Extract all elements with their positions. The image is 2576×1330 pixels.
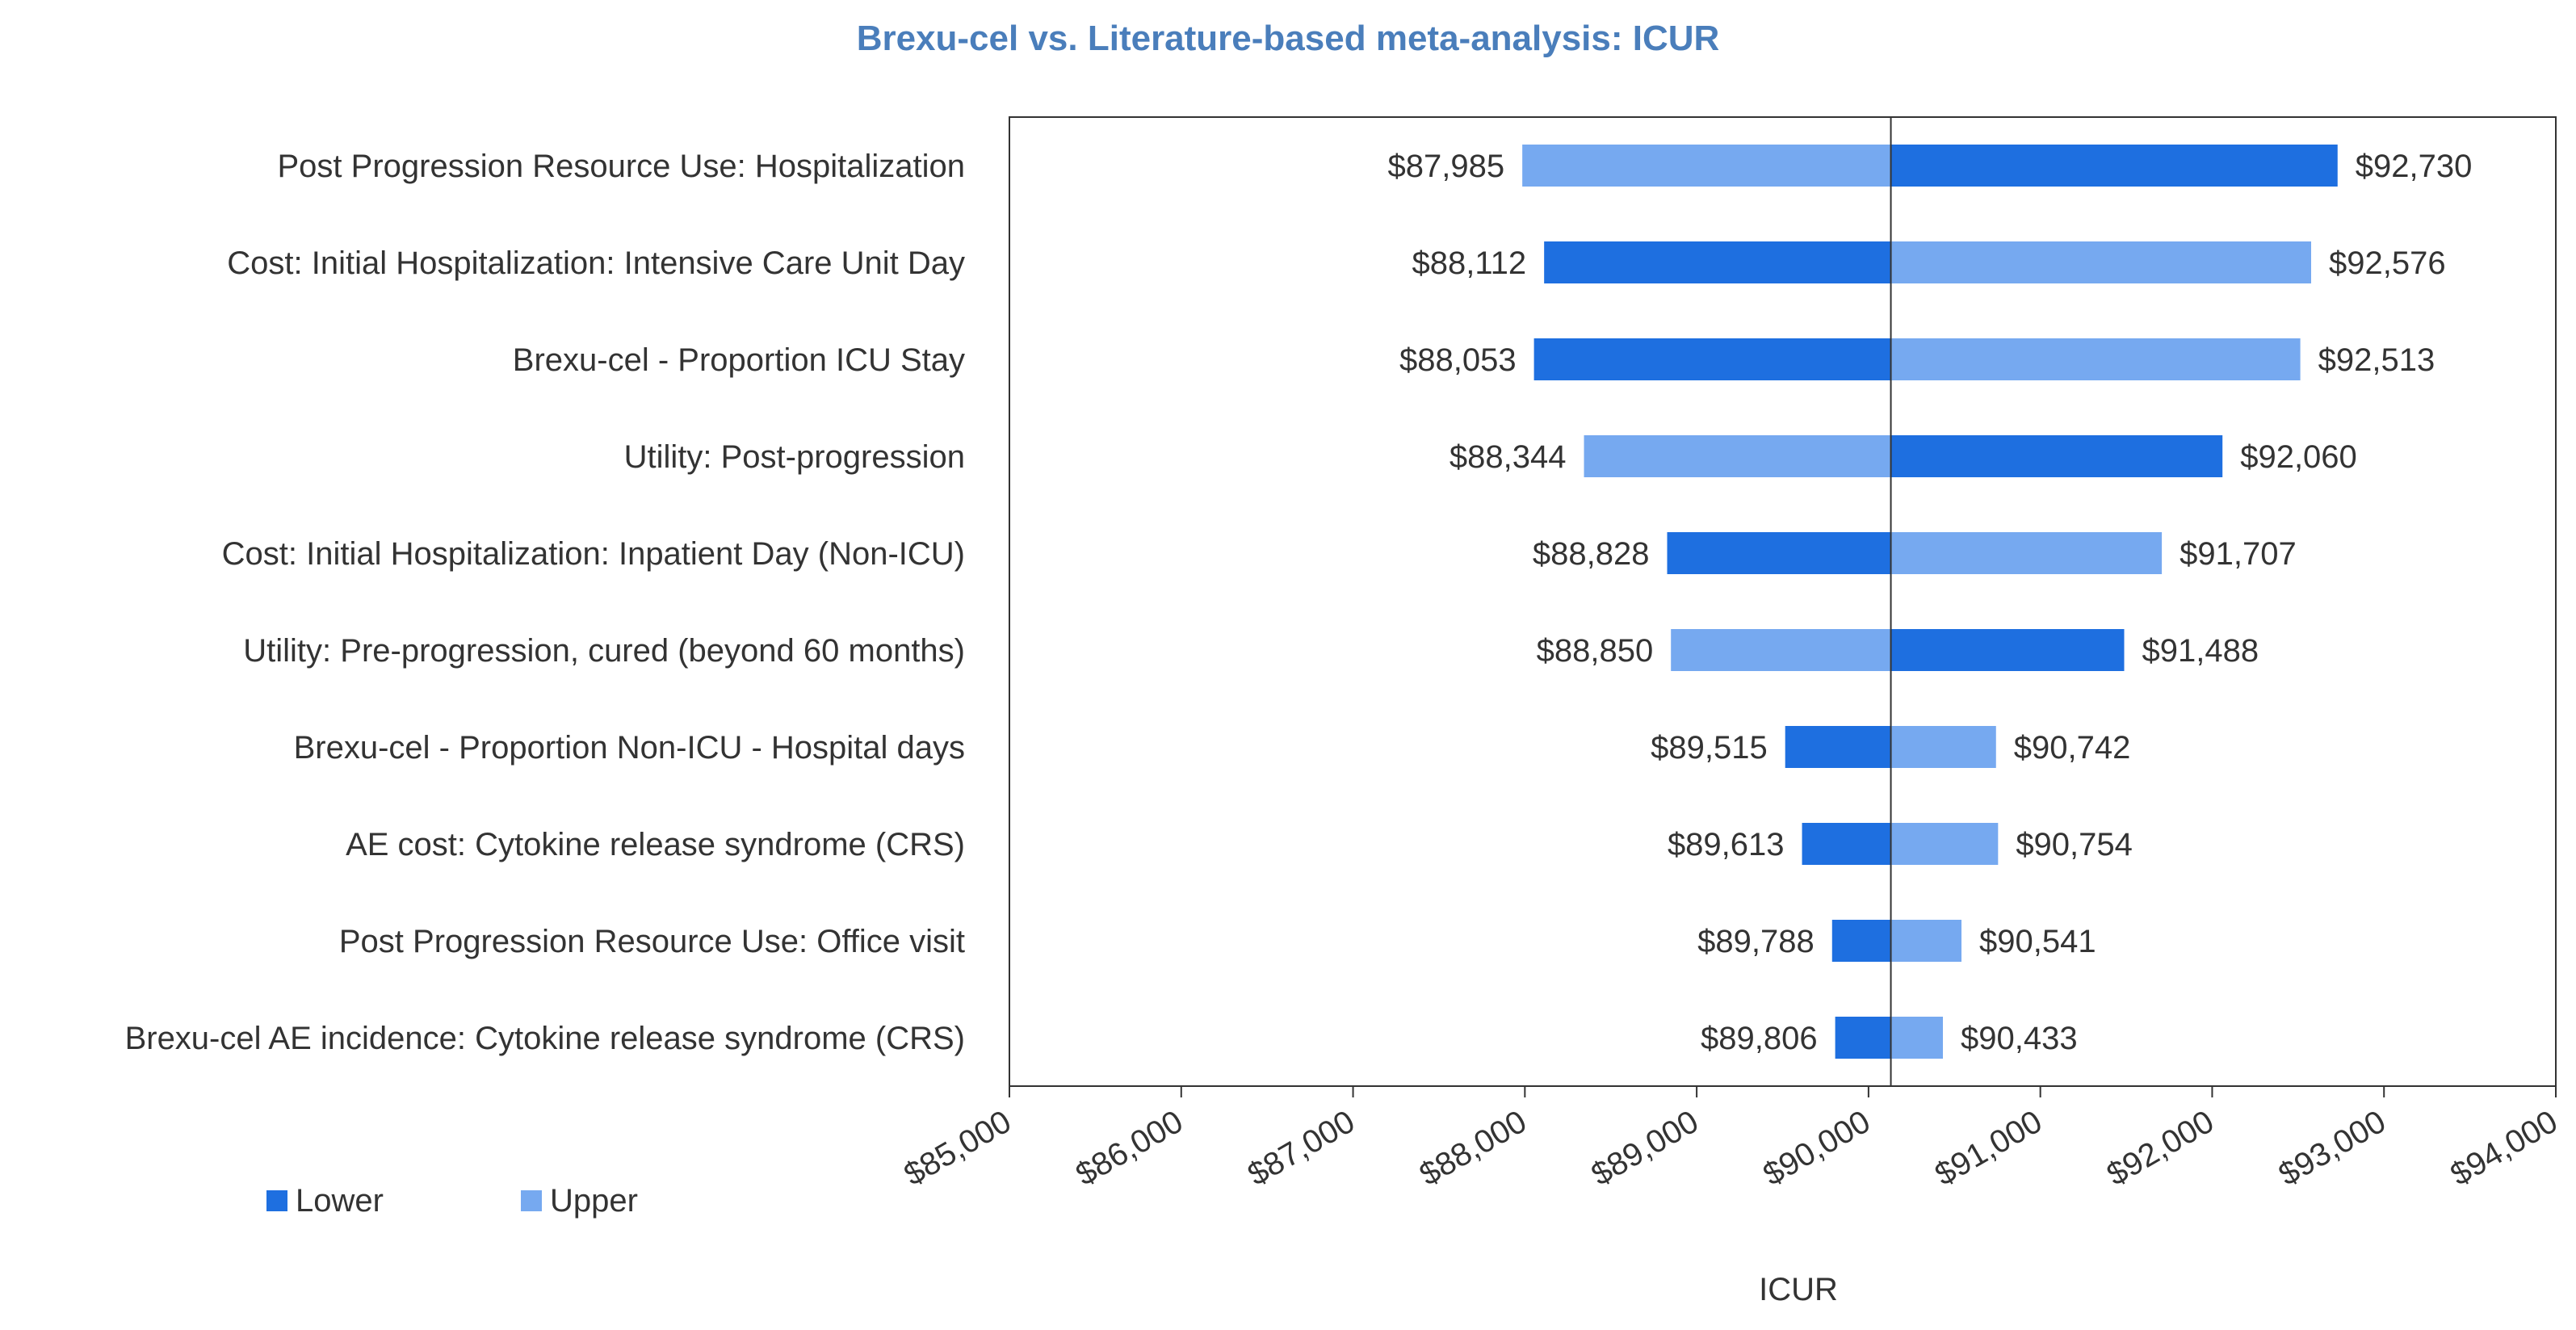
bar-lower: [1785, 726, 1891, 768]
bar-lower: [1667, 532, 1891, 574]
x-tick-label: $89,000: [1585, 1104, 1704, 1193]
x-tick-label: $87,000: [1242, 1104, 1361, 1193]
data-label-right: $90,754: [2016, 827, 2133, 862]
category-label: Post Progression Resource Use: Office vi…: [339, 924, 965, 959]
bar-upper: [1890, 726, 1996, 768]
bar-lower: [1890, 145, 2338, 187]
data-label-left: $88,828: [1533, 536, 1650, 572]
plot-area: [1009, 116, 2557, 1087]
category-label: Utility: Post-progression: [624, 439, 965, 475]
category-label: Brexu-cel AE incidence: Cytokine release…: [125, 1021, 965, 1056]
data-label-left: $89,613: [1668, 827, 1785, 862]
x-tick-label: $88,000: [1414, 1104, 1533, 1193]
data-label-right: $90,742: [2014, 730, 2131, 766]
data-label-right: $92,513: [2318, 342, 2435, 378]
bar-upper: [1671, 629, 1891, 671]
x-axis-title: ICUR: [1759, 1272, 1838, 1307]
data-label-right: $91,488: [2142, 633, 2259, 669]
x-tick-label: $91,000: [1929, 1104, 2048, 1193]
data-label-right: $92,730: [2356, 149, 2473, 184]
data-label-left: $89,788: [1697, 924, 1815, 959]
bar-lower: [1890, 629, 2125, 671]
data-label-right: $92,576: [2329, 245, 2446, 281]
category-label: Post Progression Resource Use: Hospitali…: [277, 149, 965, 184]
data-label-left: $88,850: [1537, 633, 1654, 669]
x-tick-label: $92,000: [2101, 1104, 2220, 1193]
bar-lower: [1890, 435, 2223, 477]
bar-lower: [1831, 920, 1891, 962]
data-label-right: $90,541: [1979, 924, 2096, 959]
category-label: Brexu-cel - Proportion ICU Stay: [513, 342, 965, 378]
category-label: Utility: Pre-progression, cured (beyond …: [243, 633, 965, 669]
x-tick-label: $85,000: [898, 1104, 1017, 1193]
bar-upper: [1890, 241, 2312, 283]
x-tick-label: $93,000: [2273, 1104, 2392, 1193]
chart-title: Brexu-cel vs. Literature-based meta-anal…: [857, 19, 1720, 58]
x-tick-label: $94,000: [2444, 1104, 2563, 1193]
bar-lower: [1802, 823, 1891, 865]
legend-label-lower: Lower: [296, 1183, 384, 1219]
bar-upper: [1522, 145, 1891, 187]
x-tick-label: $86,000: [1070, 1104, 1189, 1193]
legend-swatch-lower: [266, 1190, 287, 1211]
data-label-right: $92,060: [2240, 439, 2357, 475]
legend-label-upper: Upper: [550, 1183, 638, 1219]
bar-upper: [1890, 823, 1999, 865]
category-label: Cost: Initial Hospitalization: Inpatient…: [222, 536, 965, 572]
bar-lower: [1544, 241, 1891, 283]
data-label-left: $88,344: [1450, 439, 1567, 475]
data-label-right: $90,433: [1961, 1021, 2078, 1056]
category-label: Cost: Initial Hospitalization: Intensive…: [227, 245, 965, 281]
data-label-left: $89,806: [1701, 1021, 1818, 1056]
x-tick-label: $90,000: [1757, 1104, 1876, 1193]
bar-lower: [1533, 338, 1891, 380]
data-label-left: $88,112: [1412, 245, 1527, 281]
category-label: AE cost: Cytokine release syndrome (CRS): [346, 827, 965, 862]
category-label: Brexu-cel - Proportion Non-ICU - Hospita…: [294, 730, 965, 766]
data-label-left: $89,515: [1651, 730, 1768, 766]
bar-upper: [1890, 1017, 1944, 1059]
bar-upper: [1584, 435, 1891, 477]
legend-swatch-upper: [521, 1190, 542, 1211]
bar-upper: [1890, 532, 2163, 574]
bar-lower: [1835, 1017, 1891, 1059]
bar-upper: [1890, 338, 2301, 380]
bar-upper: [1890, 920, 1962, 962]
data-label-left: $87,985: [1388, 149, 1505, 184]
data-label-right: $91,707: [2180, 536, 2297, 572]
data-label-left: $88,053: [1399, 342, 1517, 378]
